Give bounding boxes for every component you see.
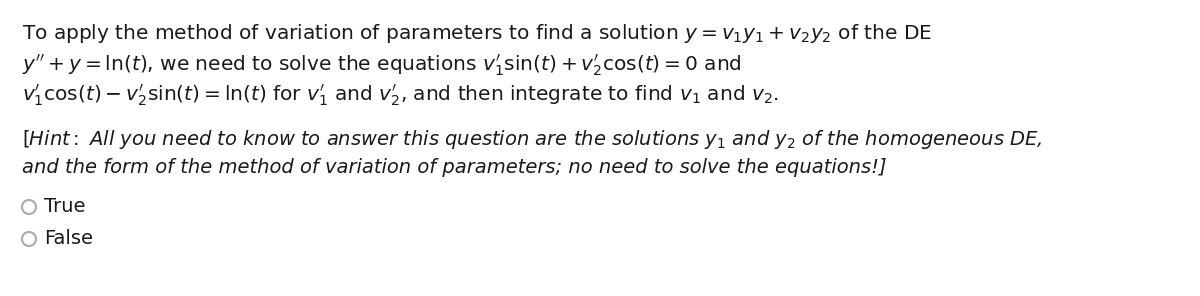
Text: True: True — [44, 197, 85, 216]
Text: $y'' + y = \ln(t)$, we need to solve the equations $v_1^{\prime} \sin(t) + v_2^{: $y'' + y = \ln(t)$, we need to solve the… — [22, 52, 742, 78]
Text: False: False — [44, 229, 94, 249]
Text: and the form of the method of variation of parameters; no need to solve the equa: and the form of the method of variation … — [22, 158, 887, 177]
Text: To apply the method of variation of parameters to find a solution $y = v_1 y_1 +: To apply the method of variation of para… — [22, 22, 932, 45]
Text: $\it{[Hint:}$ All you need to know to answer this question are the solutions $y_: $\it{[Hint:}$ All you need to know to an… — [22, 128, 1043, 151]
Text: $v_1^{\prime} \cos(t) - v_2^{\prime} \sin(t) = \ln(t)$ for $v_1^{\prime}$ and $v: $v_1^{\prime} \cos(t) - v_2^{\prime} \si… — [22, 82, 779, 108]
